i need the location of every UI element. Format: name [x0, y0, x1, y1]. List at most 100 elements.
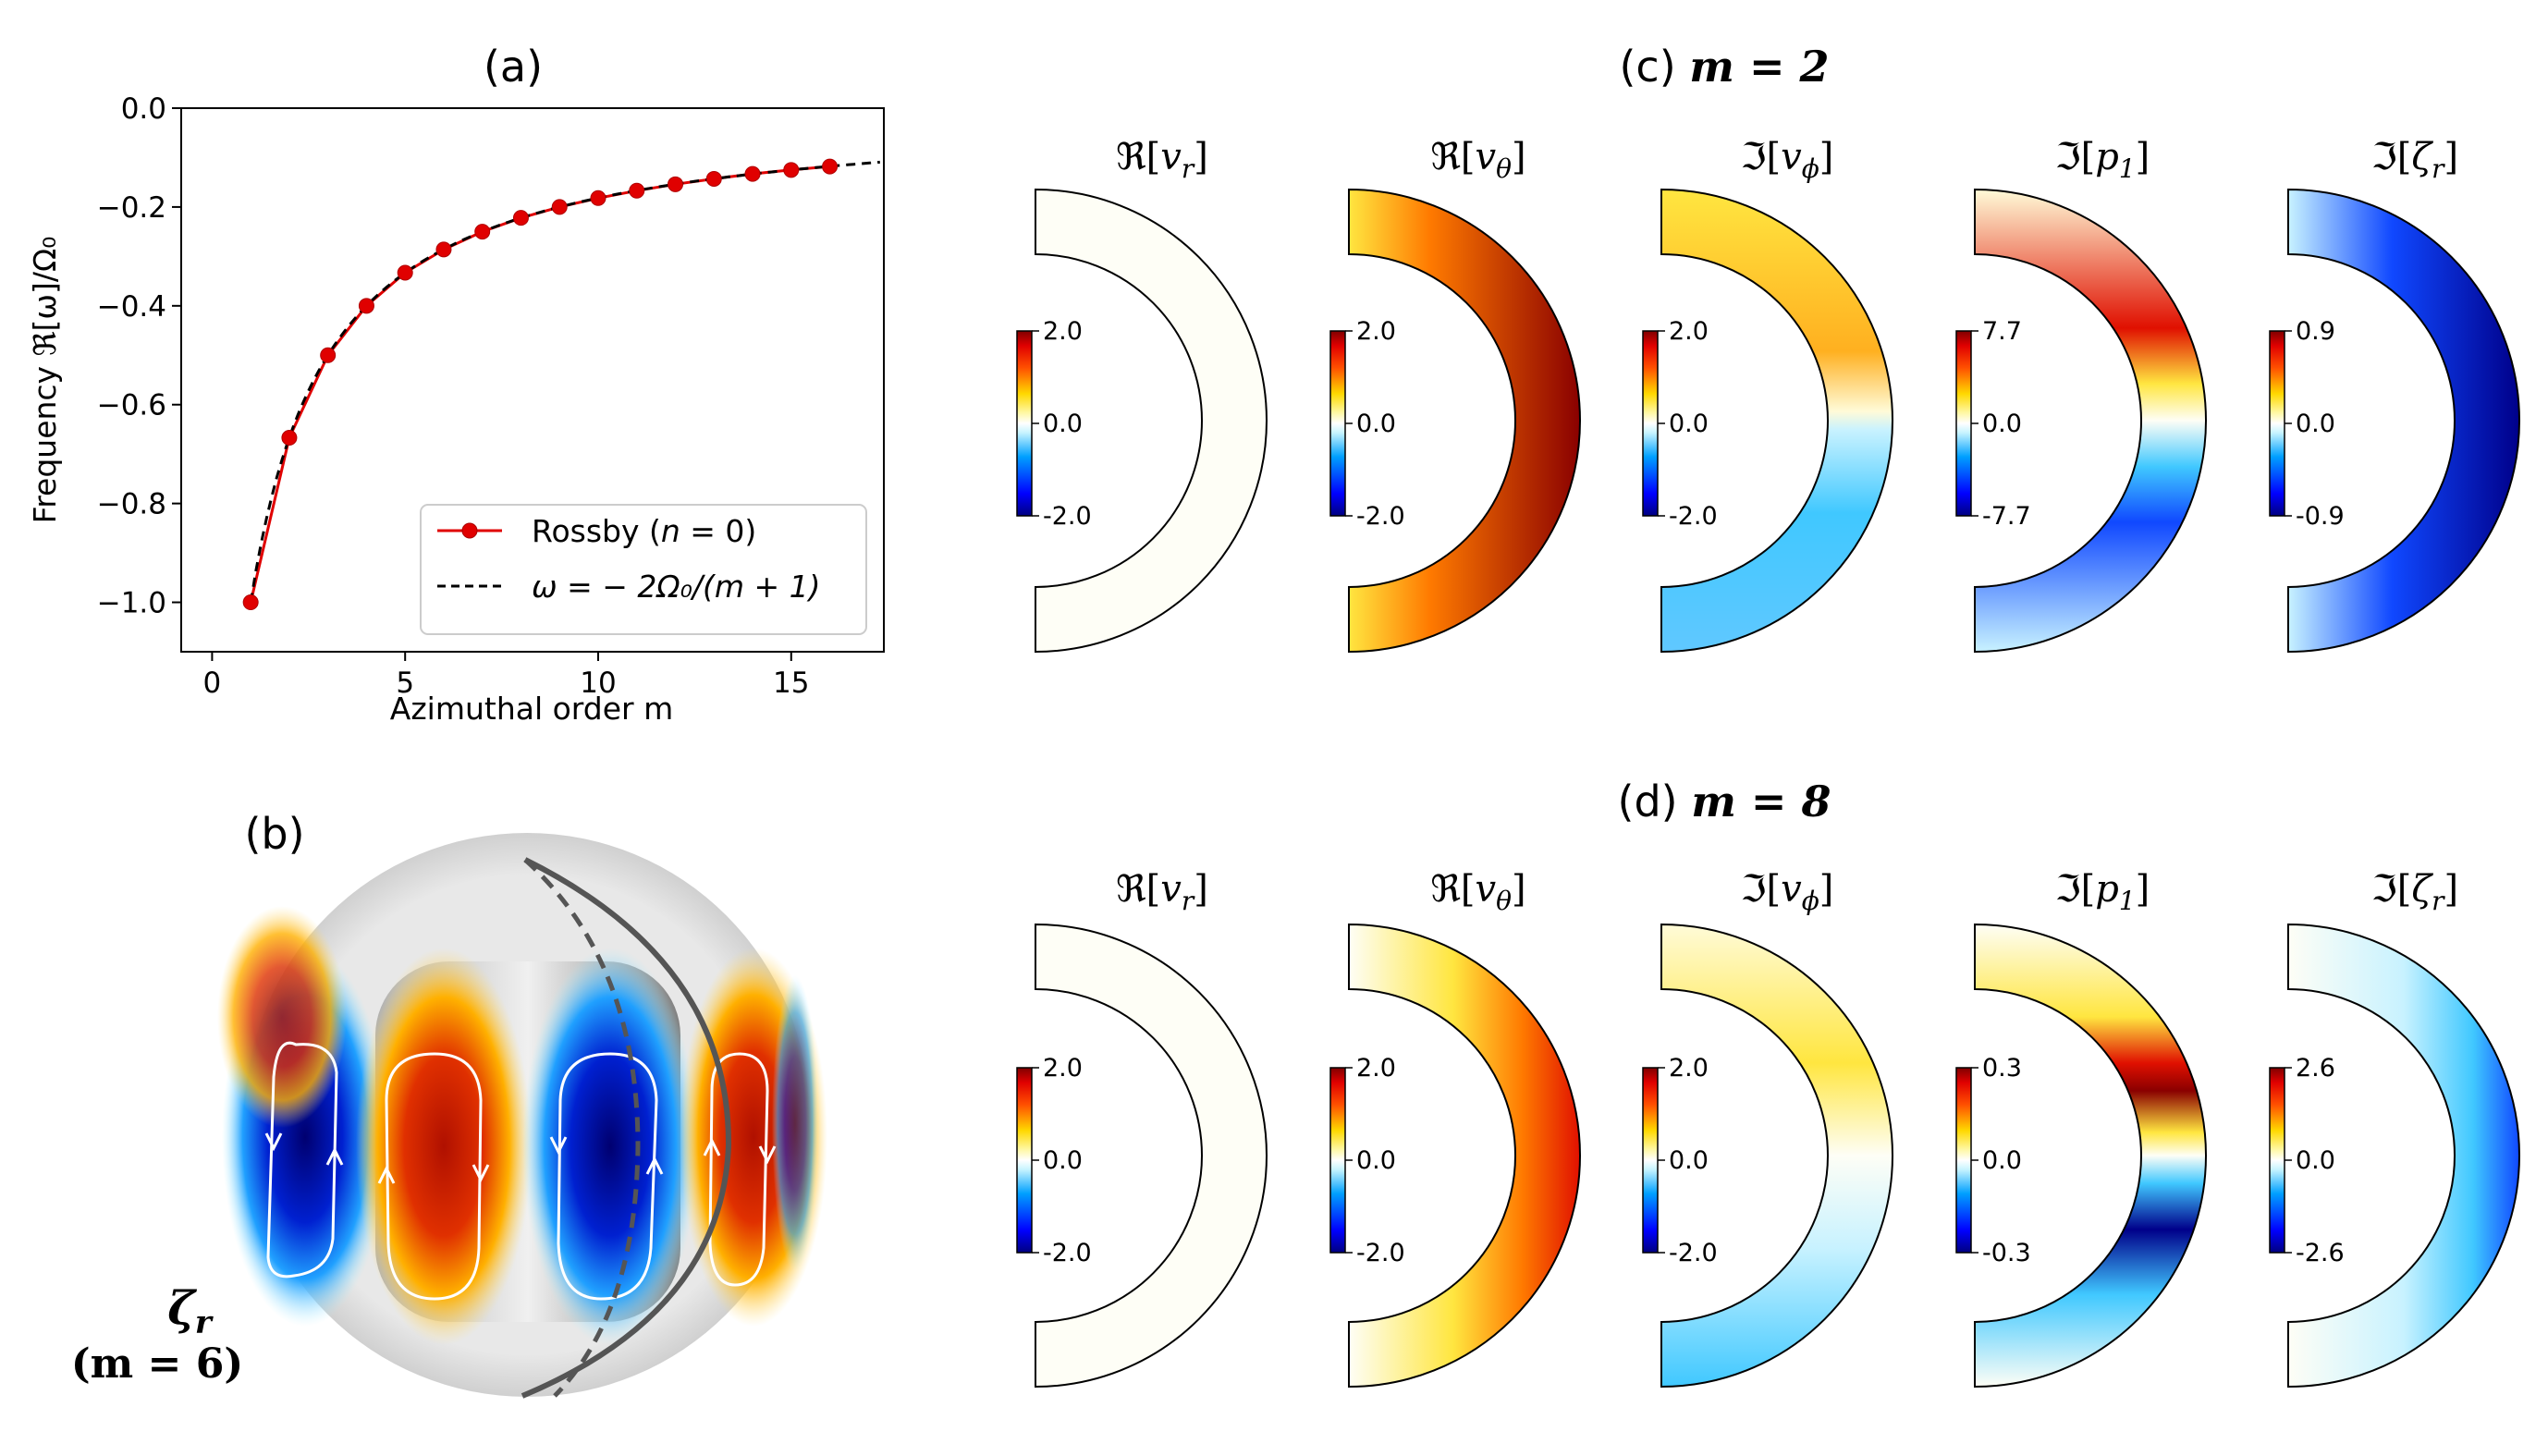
vortex-blue-center: [522, 948, 698, 1345]
data-point: [668, 176, 684, 192]
flow-loop-3: [557, 1052, 658, 1301]
field-label-var: v: [1160, 136, 1182, 178]
panel-a-y-ticks: 0.0 −0.2 −0.4 −0.6 −0.8 −1.0: [97, 92, 181, 620]
data-point: [474, 224, 491, 240]
shell-contour: [1660, 923, 1893, 1389]
shell-contour: [1660, 188, 1893, 654]
field-label-sub: θ: [1496, 886, 1512, 916]
vortex-red-far-left: [217, 906, 347, 1128]
field-label-op: ℑ[: [2371, 136, 2412, 178]
field-label-close: ]: [2444, 868, 2458, 911]
colorbar: [1955, 330, 1972, 517]
colorbar-tick-label: 0.0: [1669, 410, 1709, 438]
colorbar-tick-label: 2.0: [1043, 1054, 1083, 1083]
panel-a-plot-area: [242, 158, 880, 611]
colorbar: [1955, 1067, 1972, 1254]
field-label-close: ]: [1819, 136, 1834, 178]
shell-contour: [1974, 188, 2207, 654]
legend-rossby-text: Rossby (n = 0): [532, 513, 756, 549]
shell-contour: [1035, 923, 1268, 1389]
colorbar-tick-label: -2.0: [1669, 1239, 1718, 1267]
sphere-render: [217, 833, 827, 1399]
colorbar-tick-label: 2.0: [1669, 1054, 1709, 1083]
field-label-var: v: [1476, 868, 1497, 911]
colorbar-tick-label: -0.9: [2296, 502, 2345, 531]
legend-frame: [420, 504, 867, 635]
shell-contour: [1348, 923, 1581, 1389]
data-point: [705, 170, 722, 187]
flow-arrow-2b: [472, 1164, 490, 1183]
y-tick-label: −0.6: [97, 389, 166, 422]
colorbar-tick-label: 0.9: [2296, 317, 2335, 346]
colorbar-tick-label: -0.3: [1982, 1239, 2031, 1267]
field-label-var: v: [1160, 868, 1182, 911]
field-label-var: ζ: [2411, 136, 2433, 178]
shell-contour: [1348, 188, 1581, 654]
field-label-close: ]: [1512, 136, 1526, 178]
field-label: ℜ[vθ]: [1430, 868, 1525, 916]
panel-c: (c) m = 2 ℜ[vr]2.00.0-2.0ℜ[vθ]2.00.0-2.0…: [1016, 42, 2520, 654]
panel-b-title: (b): [244, 809, 304, 859]
panel-a: (a) 0 5 10 15 0.0 −0.2 −0.4 −0.6 −0.8 −1.0 Azimu…: [27, 42, 885, 727]
shell-contour: [2287, 923, 2520, 1389]
field-0-1: ℜ[vθ] 2.0 0.0 -2.0: [1329, 136, 1581, 654]
panel-a-x-ticks: 0 5 10 15: [203, 652, 810, 700]
field-0-0: ℜ[vr] 2.0 0.0 -2.0: [1016, 136, 1268, 654]
legend-rossby-marker: [461, 522, 478, 539]
field-0-4: ℑ[ζr] 0.9 0.0 -0.9: [2269, 136, 2520, 654]
field-label-sub: r: [1182, 886, 1195, 916]
flow-loop-2: [385, 1052, 483, 1301]
data-point: [242, 594, 259, 611]
shell-contour: [2287, 188, 2520, 654]
field-label-sub: ϕ: [1802, 886, 1819, 916]
field-label-sub: θ: [1496, 153, 1512, 184]
colorbar: [2269, 330, 2285, 517]
colorbar: [1329, 330, 1346, 517]
data-point: [435, 241, 452, 258]
field-label-close: ]: [1194, 868, 1208, 911]
colorbar: [2269, 1067, 2285, 1254]
colorbar-tick-label: -2.0: [1043, 502, 1092, 531]
y-tick-label: −0.4: [97, 290, 166, 324]
field-0-2: ℑ[vϕ] 2.0 0.0 -2.0: [1642, 136, 1893, 654]
colorbar-tick-label: 0.0: [1356, 1146, 1396, 1175]
y-tick-label: −1.0: [97, 587, 166, 620]
data-point: [783, 162, 800, 178]
field-label-close: ]: [2444, 136, 2458, 178]
data-point: [744, 165, 761, 182]
panel-a-y-label: Frequency ℜ[ω]/Ω₀: [27, 237, 63, 524]
field-label-sub: ϕ: [1802, 153, 1819, 184]
field-label: ℜ[vr]: [1116, 868, 1208, 916]
colorbar-tick-label: 0.0: [1043, 410, 1083, 438]
field-label-op: ℑ[: [2055, 868, 2096, 911]
field-label: ℑ[vϕ]: [1741, 136, 1834, 184]
meridian-dashed: [523, 858, 641, 1398]
vortex-red-center: [356, 948, 532, 1345]
flow-arrow-3a: [549, 1136, 568, 1156]
colorbar-tick-label: 7.7: [1982, 317, 2022, 346]
field-label-sub: r: [1182, 153, 1195, 184]
flow-loop-4: [708, 1052, 769, 1287]
colorbar-tick-label: 0.0: [1982, 1146, 2022, 1175]
field-label-var: v: [1781, 868, 1802, 911]
colorbar-tick-label: 2.0: [1669, 317, 1709, 346]
colorbar-tick-label: 0.0: [1043, 1146, 1083, 1175]
vortex-blue-right-edge: [772, 975, 818, 1271]
flow-arrow-1b: [325, 1146, 344, 1166]
x-tick-label: 15: [773, 667, 809, 700]
field-label-op: ℜ[: [1116, 136, 1160, 178]
shell-contour: [1035, 188, 1268, 654]
colorbar: [1016, 330, 1033, 517]
colorbar: [1016, 1067, 1033, 1254]
data-point: [397, 264, 413, 281]
colorbar-tick-label: 0.0: [1356, 410, 1396, 438]
field-label-var: v: [1781, 136, 1802, 178]
field-label: ℑ[vϕ]: [1741, 868, 1834, 916]
field-label: ℑ[p1]: [2055, 136, 2150, 184]
flow-loop-1: [266, 1041, 338, 1279]
colorbar: [1329, 1067, 1346, 1254]
field-label-op: ℜ[: [1116, 868, 1160, 911]
colorbar-tick-label: 2.6: [2296, 1054, 2335, 1083]
field-label-var: ζ: [2411, 868, 2433, 911]
